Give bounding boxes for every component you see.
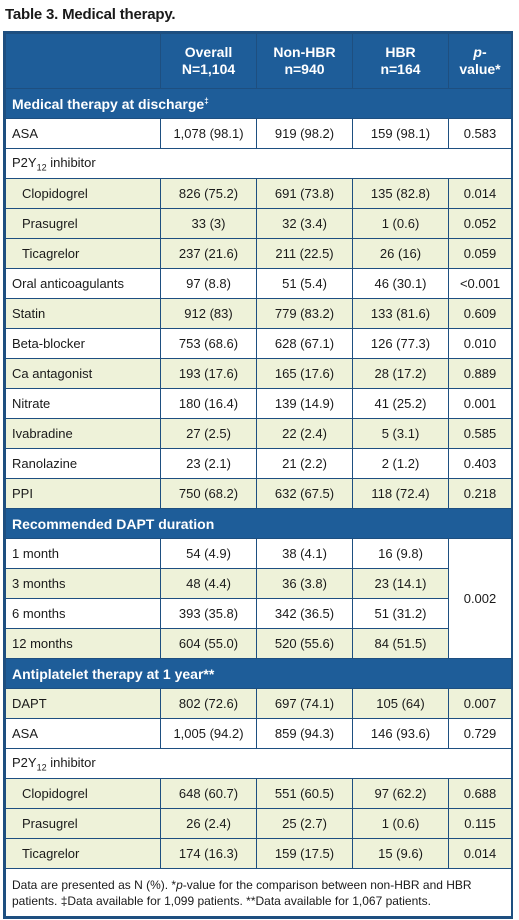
table-row: ASA 1,078 (98.1) 919 (98.2) 159 (98.1) 0… [5, 118, 512, 149]
table-row: Ranolazine 23 (2.1) 21 (2.2) 2 (1.2) 0.4… [5, 448, 512, 479]
footnote-row: Data are presented as N (%). *p-value fo… [5, 868, 512, 917]
table-row: PPI 750 (68.2) 632 (67.5) 118 (72.4) 0.2… [5, 478, 512, 509]
table-row: Ticagrelor 237 (21.6) 211 (22.5) 26 (16)… [5, 238, 512, 269]
table-row: ASA 1,005 (94.2) 859 (94.3) 146 (93.6) 0… [5, 718, 512, 749]
table-row: Nitrate 180 (16.4) 139 (14.9) 41 (25.2) … [5, 388, 512, 419]
table-row: Clopidogrel 648 (60.7) 551 (60.5) 97 (62… [5, 778, 512, 809]
table-row: Ivabradine 27 (2.5) 22 (2.4) 5 (3.1) 0.5… [5, 418, 512, 449]
table-row: Prasugrel 26 (2.4) 25 (2.7) 1 (0.6) 0.11… [5, 808, 512, 839]
footnote: Data are presented as N (%). *p-value fo… [5, 868, 512, 917]
header-row: Overall N=1,104 Non-HBR n=940 HBR n=164 p-v… [5, 33, 512, 89]
header-non-hbr: Non-HBR n=940 [256, 33, 353, 89]
header-p-value: p-value* [448, 33, 512, 89]
table-row: Ca antagonist 193 (17.6) 165 (17.6) 28 (… [5, 358, 512, 389]
table-row: Ticagrelor 174 (16.3) 159 (17.5) 15 (9.6… [5, 838, 512, 869]
table-row: Clopidogrel 826 (75.2) 691 (73.8) 135 (8… [5, 178, 512, 209]
dapt-p-value: 0.002 [448, 538, 512, 659]
section-discharge: Medical therapy at discharge‡ [5, 88, 512, 119]
medical-therapy-table: Overall N=1,104 Non-HBR n=940 HBR n=164 p-v… [3, 31, 513, 919]
section-dapt-duration: Recommended DAPT duration [5, 508, 512, 539]
table-row: 6 months 393 (35.8) 342 (36.5) 51 (31.2) [5, 598, 512, 629]
table-row: Oral anticoagulants 97 (8.8) 51 (5.4) 46… [5, 268, 512, 299]
table-row: Beta-blocker 753 (68.6) 628 (67.1) 126 (… [5, 328, 512, 359]
section-antiplatelet-1-year: Antiplatelet therapy at 1 year** [5, 658, 512, 689]
table-row: 12 months 604 (55.0) 520 (55.6) 84 (51.5… [5, 628, 512, 659]
table-row: 1 month 54 (4.9) 38 (4.1) 16 (9.8) 0.002 [5, 538, 512, 659]
p2y12-group-row: P2Y12 inhibitor [5, 148, 512, 179]
header-hbr: HBR n=164 [352, 33, 449, 89]
table-row: 3 months 48 (4.4) 36 (3.8) 23 (14.1) [5, 568, 512, 599]
table-row: Prasugrel 33 (3) 32 (3.4) 1 (0.6) 0.052 [5, 208, 512, 239]
header-overall: Overall N=1,104 [160, 33, 257, 89]
header-empty [5, 33, 161, 89]
table-row: Statin 912 (83) 779 (83.2) 133 (81.6) 0.… [5, 298, 512, 329]
p2y12-group-row: P2Y12 inhibitor [5, 748, 512, 779]
table-title: Table 3. Medical therapy. [5, 6, 176, 23]
table-row: DAPT 802 (72.6) 697 (74.1) 105 (64) 0.00… [5, 688, 512, 719]
